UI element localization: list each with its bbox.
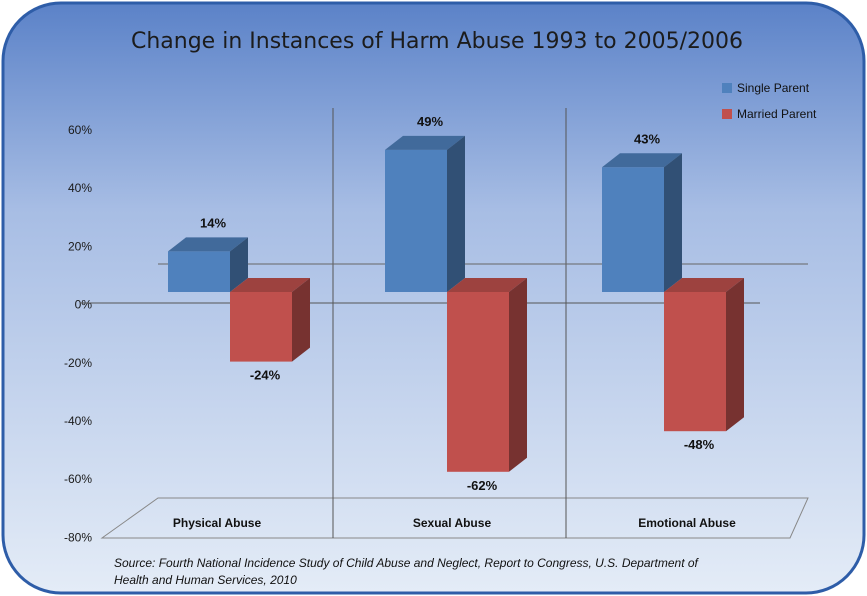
y-axis: 60% 40% 20% 0% -20% -40% -60% -80%: [64, 123, 92, 544]
bar-top-face: [602, 153, 682, 168]
chart-floor: [100, 497, 809, 539]
bar-side-face: [726, 278, 744, 432]
bar-front-face: [664, 292, 726, 432]
y-tick-label: 40%: [68, 181, 92, 195]
bar-single-parent-physical-abuse: [168, 237, 248, 292]
legend-label: Single Parent: [737, 81, 810, 95]
bar-married-parent-emotional-abuse: [664, 278, 744, 432]
bar-single-parent-emotional-abuse: [602, 153, 682, 292]
bar-front-face: [602, 167, 664, 292]
bar-top-face: [168, 237, 248, 252]
y-tick-label: -60%: [64, 472, 92, 486]
bars-group: [168, 135, 744, 472]
data-label: 14%: [200, 215, 226, 230]
bar-front-face: [385, 149, 447, 292]
bar-top-face: [447, 278, 527, 292]
x-category-label: Sexual Abuse: [413, 516, 492, 530]
source-note-line-2: Health and Human Services, 2010: [114, 573, 297, 587]
y-tick-label: -40%: [64, 414, 92, 428]
bar-side-face: [664, 153, 682, 292]
source-note-line-1: Source: Fourth National Incidence Study …: [114, 556, 700, 570]
y-tick-label: 60%: [68, 123, 92, 137]
x-category-label: Emotional Abuse: [638, 516, 736, 530]
y-tick-label: 20%: [68, 239, 92, 253]
value-labels: 14% -24% 49% -62% 43% -48%: [200, 114, 715, 493]
zero-baseline: [80, 263, 808, 304]
data-label: 43%: [634, 131, 660, 146]
bar-side-face: [509, 278, 527, 472]
bar-top-face: [230, 278, 310, 292]
bar-front-face: [447, 292, 509, 472]
bar-front-face: [168, 251, 230, 292]
bar-side-face: [292, 278, 310, 362]
bar-side-face: [447, 135, 465, 292]
data-label: -62%: [467, 478, 498, 493]
bar-top-face: [385, 135, 465, 150]
bar-single-parent-sexual-abuse: [385, 135, 465, 292]
legend: Single Parent Married Parent: [722, 81, 817, 121]
bar-married-parent-sexual-abuse: [447, 278, 527, 472]
bar-front-face: [230, 292, 292, 362]
legend-label: Married Parent: [737, 107, 817, 121]
data-label: 49%: [417, 114, 443, 129]
y-tick-label: -80%: [64, 530, 92, 544]
legend-swatch: [722, 83, 732, 93]
bar-top-face: [664, 278, 744, 292]
category-labels: Physical Abuse Sexual Abuse Emotional Abus…: [173, 516, 736, 530]
chart-title: Change in Instances of Harm Abuse 1993 t…: [131, 29, 743, 54]
y-tick-label: 0%: [75, 298, 93, 312]
legend-swatch: [722, 109, 732, 119]
y-tick-label: -20%: [64, 356, 92, 370]
bar-married-parent-physical-abuse: [230, 278, 310, 362]
bar-side-face: [230, 237, 248, 292]
x-category-label: Physical Abuse: [173, 516, 262, 530]
data-label: -24%: [250, 368, 281, 383]
data-label: -48%: [684, 437, 715, 452]
